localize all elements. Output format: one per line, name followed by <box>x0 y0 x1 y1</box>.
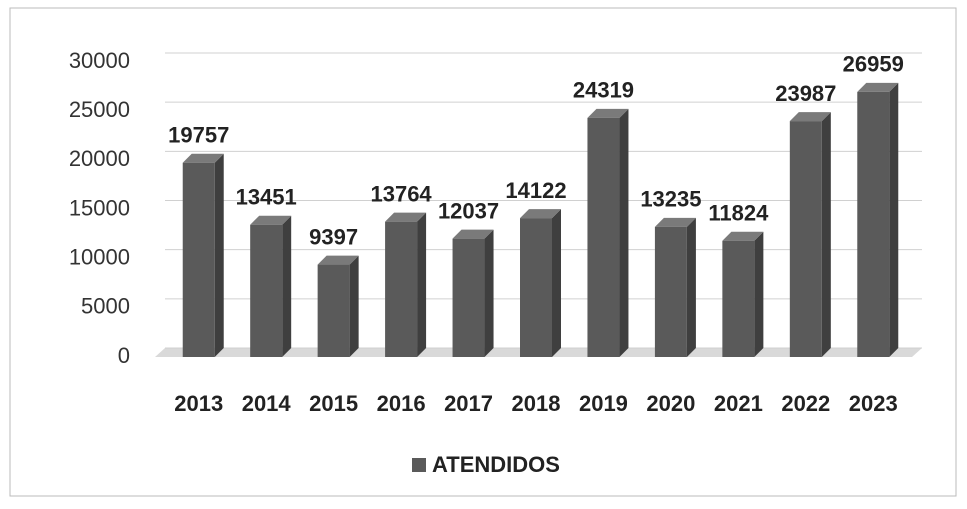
bar-top <box>789 112 831 122</box>
bar <box>385 221 418 357</box>
bar <box>317 264 350 357</box>
bar-top <box>452 229 494 239</box>
bar-top <box>654 217 696 227</box>
value-label: 13764 <box>370 181 432 206</box>
y-tick-label: 5000 <box>81 294 130 319</box>
x-tick-label: 2014 <box>242 391 292 416</box>
bar-side <box>686 217 696 357</box>
bar-top <box>857 82 899 92</box>
bar <box>452 238 485 357</box>
bar-top <box>317 255 359 265</box>
value-label: 26959 <box>843 52 904 77</box>
bar-top <box>182 153 224 163</box>
value-label: 11824 <box>708 201 769 226</box>
x-tick-label: 2016 <box>377 391 426 416</box>
bar-side <box>214 153 224 357</box>
value-label: 12037 <box>438 198 499 223</box>
value-label: 13451 <box>236 185 297 210</box>
bar-side <box>552 209 561 357</box>
value-label: 14122 <box>505 178 566 203</box>
value-label: 23987 <box>775 81 836 106</box>
bar-top <box>722 231 764 241</box>
legend-label: ATENDIDOS <box>432 452 560 477</box>
bar <box>789 121 822 357</box>
bar <box>250 224 283 357</box>
x-tick-label: 2021 <box>714 391 763 416</box>
bar-side <box>889 82 899 357</box>
bar-top <box>587 108 629 118</box>
y-tick-label: 30000 <box>69 48 130 73</box>
value-label: 9397 <box>309 224 358 249</box>
bar <box>654 226 687 357</box>
bar <box>857 91 890 357</box>
x-tick-label: 2015 <box>309 391 358 416</box>
x-tick-label: 2013 <box>174 391 223 416</box>
value-label: 19757 <box>168 123 229 148</box>
bar-side <box>282 215 292 357</box>
bar-side <box>754 231 764 357</box>
x-tick-label: 2017 <box>444 391 493 416</box>
x-tick-label: 2022 <box>781 391 830 416</box>
bar-side <box>484 229 494 357</box>
y-tick-label: 15000 <box>69 195 130 220</box>
y-tick-label: 0 <box>118 343 130 368</box>
x-tick-label: 2019 <box>579 391 628 416</box>
bar-side <box>349 255 359 357</box>
x-tick-label: 2020 <box>646 391 695 416</box>
y-tick-label: 10000 <box>69 244 130 269</box>
bar <box>587 117 620 358</box>
legend-swatch <box>412 458 426 472</box>
bar-top <box>250 215 292 225</box>
bar-side <box>417 212 427 357</box>
y-tick-label: 25000 <box>69 97 130 122</box>
bar <box>520 218 552 357</box>
value-label: 24319 <box>573 78 634 103</box>
value-label: 13235 <box>640 187 701 212</box>
bar-side <box>821 112 831 357</box>
y-tick-label: 20000 <box>69 146 130 171</box>
bar-top <box>520 209 561 219</box>
bar-top <box>385 212 427 222</box>
bar <box>722 240 755 357</box>
x-tick-label: 2018 <box>512 391 561 416</box>
x-tick-label: 2023 <box>849 391 898 416</box>
bar <box>182 162 215 357</box>
bar-side <box>619 108 629 358</box>
